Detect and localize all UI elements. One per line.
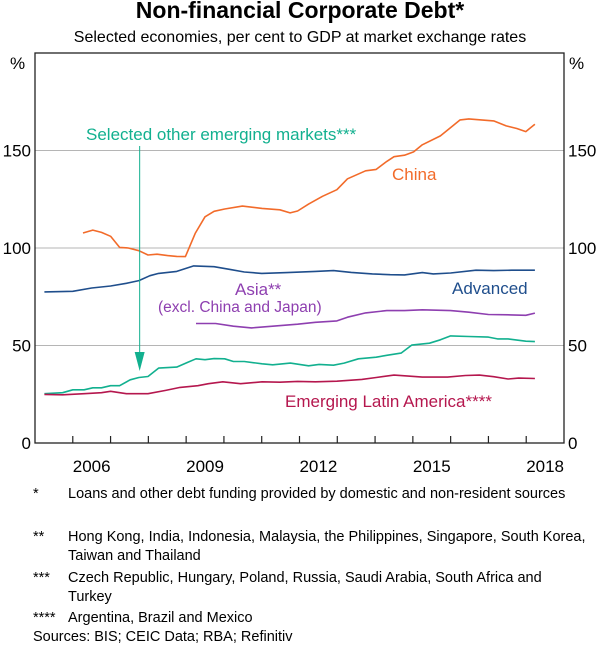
y-axis-unit-left: %: [10, 54, 26, 73]
label-asia-note: (excl. China and Japan): [158, 299, 322, 316]
footnote-marker: **: [33, 529, 45, 545]
footnote: * Loans and other debt funding provided b…: [33, 485, 593, 523]
footnote-text: Loans and other debt funding provided by…: [68, 486, 566, 502]
label-advanced: Advanced: [452, 279, 528, 298]
x-tick-label: 2006: [73, 457, 111, 476]
y-axis-unit-right: %: [569, 54, 585, 73]
label-latam: Emerging Latin America****: [285, 392, 492, 411]
y-tick-label-right: 100: [568, 239, 596, 258]
footnote-marker: ****: [33, 610, 56, 626]
footnote-text: Hong Kong, India, Indonesia, Malaysia, t…: [68, 529, 586, 564]
y-tick-label-right: 50: [568, 337, 587, 356]
series-line-china: [82, 118, 536, 258]
series-line-asia-excl-china-and-japan: [196, 309, 536, 329]
x-tick-label: 2015: [413, 457, 451, 476]
y-tick-label-left: 50: [12, 337, 31, 356]
y-tick-label-left: 100: [3, 239, 31, 258]
label-china: China: [392, 165, 437, 184]
y-tick-label-left: 0: [22, 434, 31, 453]
footnote: *** Czech Republic, Hungary, Poland, Russ…: [33, 569, 593, 607]
y-tick-label-right: 150: [568, 142, 596, 161]
x-tick-label: 2009: [186, 457, 224, 476]
footnote-text: Argentina, Brazil and Mexico: [68, 610, 253, 626]
y-tick-label-right: 0: [568, 434, 577, 453]
footnote: **** Argentina, Brazil and Mexico: [33, 609, 593, 628]
chart-title: Non-financial Corporate Debt*: [135, 0, 465, 23]
x-tick-label: 2018: [526, 457, 564, 476]
footnote: ** Hong Kong, India, Indonesia, Malaysia,…: [33, 528, 593, 566]
footnote-text: Czech Republic, Hungary, Poland, Russia,…: [68, 570, 542, 605]
footnote-marker: *: [33, 486, 39, 502]
y-tick-label-left: 150: [3, 142, 31, 161]
label-asia: Asia**: [235, 280, 282, 299]
footnote-marker: ***: [33, 570, 50, 586]
series-line-selected-other-emerging-markets: [44, 335, 535, 395]
annotation-arrow-head-icon: [134, 352, 145, 371]
label-em: Selected other emerging markets***: [86, 125, 357, 144]
series-line-advanced: [44, 265, 535, 293]
sources: Sources: BIS; CEIC Data; RBA; Refinitiv: [33, 629, 293, 645]
x-tick-label: 2012: [299, 457, 337, 476]
series-line-emerging-latin-america: [44, 374, 535, 396]
chart-subtitle: Selected economies, per cent to GDP at m…: [73, 29, 527, 46]
